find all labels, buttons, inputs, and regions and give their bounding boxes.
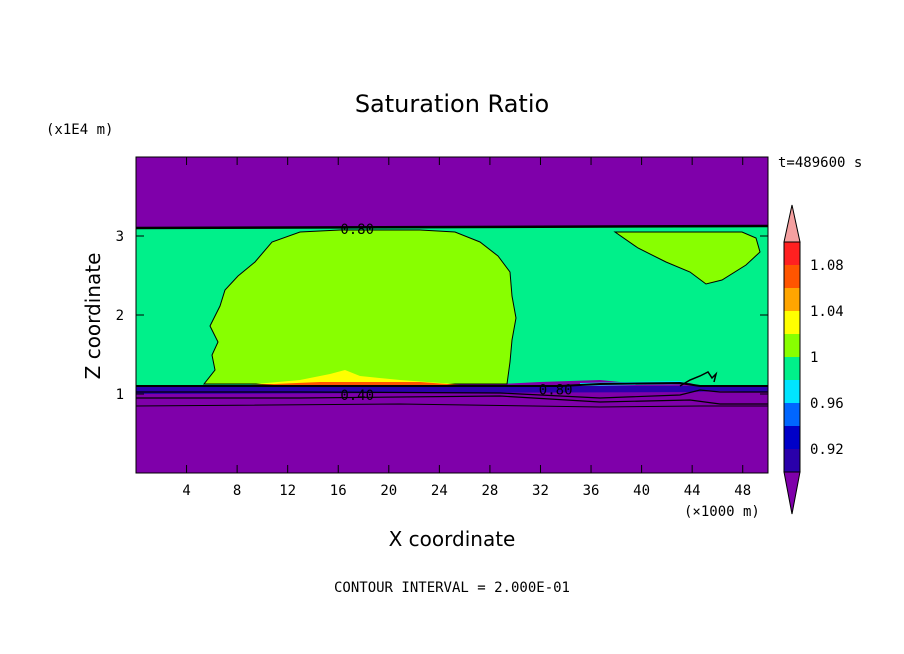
x-tick-labels: 4 8 12 16 20 24 28 32 36 40 44 48 — [182, 483, 751, 499]
x-tick-label: 44 — [684, 483, 701, 499]
x-tick-label: 28 — [481, 483, 498, 499]
colorbar-segment — [784, 242, 800, 265]
contour-label: 0.40 — [340, 388, 374, 404]
x-tick-label: 32 — [532, 483, 549, 499]
y-tick-label: 2 — [116, 308, 124, 324]
y-tick-labels: 1 2 3 — [116, 229, 124, 403]
colorbar-segment — [784, 357, 800, 380]
x-axis-label: X coordinate — [389, 527, 516, 551]
contour-label: 0.80 — [539, 382, 573, 398]
x-tick-label: 24 — [431, 483, 448, 499]
colorbar-segment — [784, 311, 800, 334]
y-unit-label: (x1E4 m) — [46, 122, 113, 138]
x-tick-label: 16 — [330, 483, 347, 499]
x-tick-label: 20 — [380, 483, 397, 499]
x-unit-label: (×1000 m) — [684, 504, 760, 520]
x-tick-label: 4 — [182, 483, 190, 499]
colorbar-segment — [784, 265, 800, 288]
lower-contour-line-3 — [135, 403, 768, 408]
yellow-patch-region — [256, 370, 455, 384]
y-tick-label: 1 — [116, 387, 124, 403]
colorbar-label: 1.04 — [810, 304, 844, 320]
x-tick-label: 40 — [633, 483, 650, 499]
colorbar-bottom-arrow — [783, 471, 801, 515]
contour-labels: 0.80 0.80 0.40 — [340, 222, 572, 404]
top-contour-line — [135, 224, 769, 230]
colorbar-label: 0.92 — [810, 442, 844, 458]
orange-strip-region — [250, 382, 460, 385]
colorbar: 1.08 1.04 1 0.96 0.92 — [783, 204, 844, 515]
cloud-region-right — [613, 231, 761, 285]
time-label: t=489600 s — [778, 155, 862, 171]
colorbar-label: 1.08 — [810, 258, 844, 274]
lower-contour-line-2 — [136, 395, 768, 405]
chart-title: Saturation Ratio — [355, 90, 549, 118]
contour-label: 0.80 — [340, 222, 374, 238]
bump-contour — [679, 371, 718, 387]
x-tick-label: 36 — [583, 483, 600, 499]
x-tick-label: 12 — [279, 483, 296, 499]
cloud-region-left — [202, 229, 517, 385]
x-tick-label: 48 — [734, 483, 751, 499]
bottom-contour-line — [136, 381, 768, 387]
colorbar-label: 1 — [810, 350, 818, 366]
axis-ticks — [136, 157, 768, 473]
colorbar-label: 0.96 — [810, 396, 844, 412]
lower-contour-line-1 — [136, 389, 768, 399]
y-axis-label: Z coordinate — [81, 253, 105, 380]
plot-area: 0.80 0.80 0.40 — [135, 156, 769, 474]
colorbar-segment — [784, 449, 800, 472]
colorbar-segment — [784, 403, 800, 426]
colorbar-segment — [784, 380, 800, 403]
colorbar-segment — [784, 426, 800, 449]
contour-interval-label: CONTOUR INTERVAL = 2.000E-01 — [334, 580, 570, 596]
contour-lines — [135, 224, 769, 408]
colorbar-segment — [784, 288, 800, 311]
y-tick-label: 3 — [116, 229, 124, 245]
colorbar-segment — [784, 334, 800, 357]
x-tick-label: 8 — [233, 483, 241, 499]
colorbar-top-arrow — [783, 204, 801, 243]
